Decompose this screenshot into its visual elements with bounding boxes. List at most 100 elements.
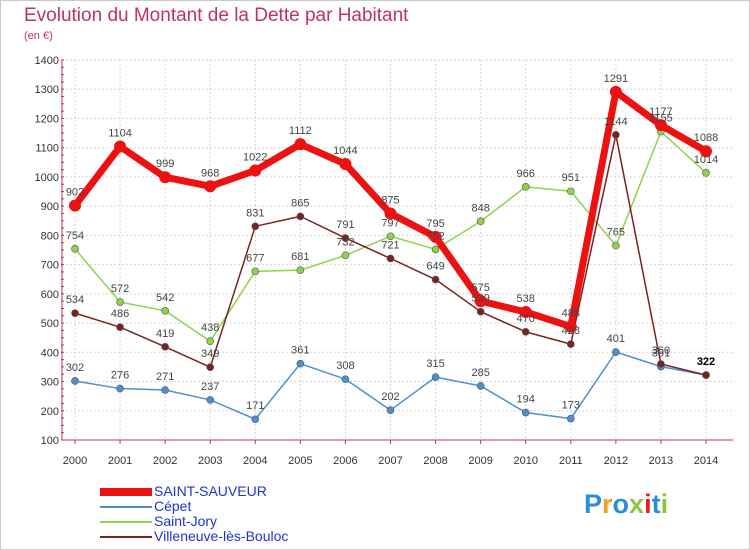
data-label: 470 [517,313,535,325]
x-tick-label: 2009 [468,455,492,467]
data-label: 401 [607,333,625,345]
y-tick-label: 1000 [35,172,59,184]
data-point-1 [341,375,350,384]
data-point-0 [114,140,127,153]
data-label: 902 [66,187,84,199]
y-tick-label: 100 [41,435,59,447]
data-label: 1088 [694,132,718,144]
data-point-2 [431,245,440,254]
data-label: 542 [156,292,174,304]
data-point-2 [566,187,575,196]
data-label: 1155 [649,113,673,125]
data-point-3 [251,222,260,231]
data-point-0 [609,85,622,98]
y-tick-label: 500 [41,318,59,330]
data-label: 173 [562,400,580,412]
data-label: 848 [471,202,489,214]
data-label: 360 [652,345,670,357]
data-point-0 [204,180,217,193]
y-tick-label: 300 [41,377,59,389]
legend-label-cepet: Cépet [154,498,192,514]
data-point-2 [161,306,169,315]
data-point-1 [161,386,169,394]
data-label: 1022 [243,151,267,163]
data-point-3 [566,340,575,348]
logo-letter: o [612,489,630,519]
data-point-2 [71,245,79,253]
data-point-3 [386,254,395,263]
data-label: 538 [517,293,535,305]
legend-swatch-villeneuve-les-bouloc [100,535,152,538]
data-label: 1014 [694,154,718,166]
data-label: 349 [201,348,219,360]
data-label: 276 [111,370,129,382]
data-label: 1177 [649,106,673,118]
data-label: 795 [426,218,444,230]
data-label: 534 [66,294,84,306]
data-point-2 [612,241,620,250]
data-label: 875 [381,194,399,206]
data-point-3 [657,360,665,368]
data-point-3 [206,363,215,372]
data-point-3 [116,323,124,331]
x-tick-label: 2013 [649,455,673,467]
data-point-3 [71,309,79,317]
data-label: 681 [291,251,309,263]
y-tick-label: 400 [41,347,59,359]
data-label: 966 [517,168,535,180]
data-point-1 [116,384,124,393]
y-tick-label: 800 [41,230,59,242]
data-point-0 [429,230,442,243]
data-label: 968 [201,167,219,179]
data-point-2 [206,337,215,346]
x-tick-label: 2007 [378,455,402,467]
data-point-1 [296,359,305,368]
x-tick-label: 2008 [423,455,447,467]
data-point-2 [386,232,395,241]
data-point-0 [69,199,81,212]
data-label: 677 [246,252,264,264]
data-point-1 [612,348,620,356]
data-label: 237 [201,381,219,393]
data-point-1 [206,396,215,404]
x-tick-label: 2003 [198,455,222,467]
data-label: 428 [562,325,580,337]
data-point-0 [564,320,577,333]
data-point-2 [341,251,350,260]
x-tick-label: 2010 [513,455,537,467]
data-label: 797 [381,217,399,229]
data-label: 271 [156,371,174,383]
data-label: 1044 [333,145,357,157]
data-label: 486 [111,308,129,320]
legend-label-villeneuve-les-bouloc: Villeneuve-lès-Bouloc [154,528,289,544]
data-label: 575 [471,282,489,294]
data-label: 438 [201,322,219,334]
data-label: 732 [336,236,354,248]
data-point-3 [341,234,350,242]
data-label: 1291 [604,73,628,85]
data-point-0 [249,164,262,177]
data-point-3 [612,131,620,139]
data-point-1 [431,373,440,381]
y-tick-label: 1300 [35,84,59,96]
data-label: 752 [426,230,444,242]
data-label: 791 [336,219,354,231]
y-tick-label: 1200 [35,113,59,125]
data-label: 322 [697,356,715,368]
data-point-1 [521,408,530,417]
data-point-2 [251,267,260,276]
logo-letter: x [629,489,645,519]
data-point-3 [476,307,485,316]
data-label: 315 [426,358,444,370]
y-tick-label: 600 [41,289,59,301]
data-label: 999 [156,158,174,170]
x-tick-label: 2001 [108,455,132,467]
legend-label-saint-sauveur: SAINT-SAUVEUR [154,483,267,499]
data-label: 539 [471,293,489,305]
data-point-0 [339,158,352,171]
x-tick-label: 2005 [288,455,312,467]
data-label: 302 [66,362,84,374]
data-point-1 [386,406,395,414]
data-label: 202 [381,391,399,403]
